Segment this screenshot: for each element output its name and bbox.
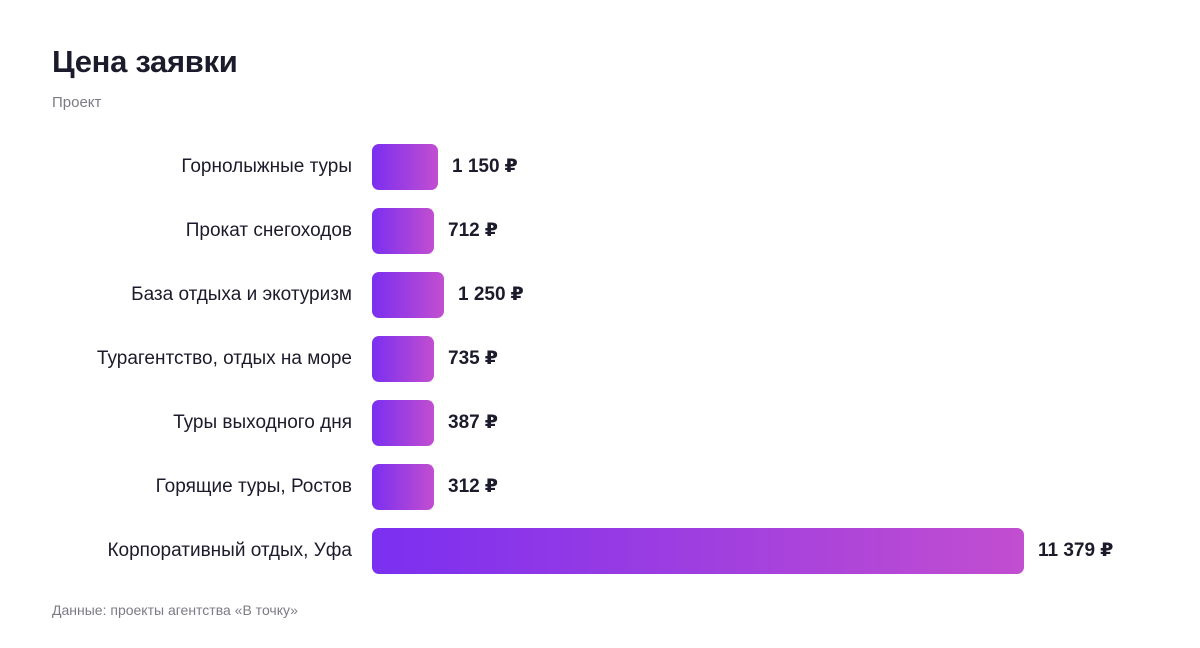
bar-row: Туры выходного дня 387 ₽: [0, 400, 1200, 446]
value-label: 1 250 ₽: [458, 272, 524, 318]
value-number: 11 379: [1038, 540, 1096, 561]
value-number: 1 150: [452, 156, 500, 177]
value-label: 1 150 ₽: [452, 144, 518, 190]
value-label: 11 379 ₽: [1038, 528, 1113, 574]
category-label: Прокат снегоходов: [185, 220, 352, 241]
value-number: 1 250: [458, 284, 506, 305]
ruble-icon: ₽: [484, 476, 498, 497]
ruble-icon: ₽: [504, 156, 518, 177]
category-label: База отдыха и экотуризм: [131, 284, 352, 305]
category-label: Корпоративный отдых, Уфа: [107, 540, 352, 561]
category-label: Туры выходного дня: [173, 412, 352, 433]
category-label: Горящие туры, Ростов: [155, 476, 352, 497]
chart-title: Цена заявки: [52, 44, 238, 79]
bar: [372, 336, 434, 382]
bar-row: Горящие туры, Ростов 312 ₽: [0, 464, 1200, 510]
value-number: 735: [448, 348, 480, 369]
bar-row: Корпоративный отдых, Уфа 11 379 ₽: [0, 528, 1200, 574]
bar: [372, 464, 434, 510]
value-label: 735 ₽: [448, 336, 498, 382]
ruble-icon: ₽: [484, 220, 498, 241]
ruble-icon: ₽: [510, 284, 524, 305]
value-number: 312: [448, 476, 480, 497]
bar-row: Турагентство, отдых на море 735 ₽: [0, 336, 1200, 382]
chart-source-note: Данные: проекты агентства «В точку»: [52, 602, 298, 618]
bar: [372, 208, 434, 254]
bar: [372, 144, 438, 190]
chart-subtitle: Проект: [52, 94, 102, 111]
value-label: 312 ₽: [448, 464, 498, 510]
value-label: 387 ₽: [448, 400, 498, 446]
category-label: Турагентство, отдых на море: [96, 348, 352, 369]
value-number: 712: [448, 220, 480, 241]
bar-row: Горнолыжные туры 1 150 ₽: [0, 144, 1200, 190]
bar: [372, 272, 444, 318]
value-number: 387: [448, 412, 480, 433]
category-label: Горнолыжные туры: [181, 156, 352, 177]
bar-row: База отдыха и экотуризм 1 250 ₽: [0, 272, 1200, 318]
bar: [372, 528, 1024, 574]
ruble-icon: ₽: [1100, 540, 1114, 561]
ruble-icon: ₽: [484, 412, 498, 433]
value-label: 712 ₽: [448, 208, 498, 254]
bar: [372, 400, 434, 446]
bar-row: Прокат снегоходов 712 ₽: [0, 208, 1200, 254]
ruble-icon: ₽: [484, 348, 498, 369]
